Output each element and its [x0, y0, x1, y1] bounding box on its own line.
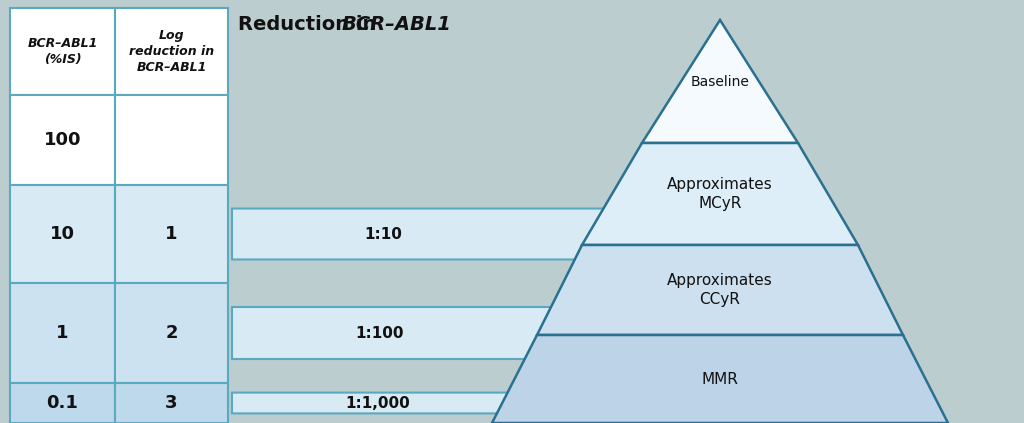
- Text: MMR: MMR: [701, 371, 738, 387]
- Bar: [10, 185, 115, 283]
- Text: Approximates
CCyR: Approximates CCyR: [667, 273, 773, 307]
- Text: 1:10: 1:10: [365, 226, 402, 242]
- Text: Approximates
MCyR: Approximates MCyR: [667, 177, 773, 211]
- Bar: [10, 383, 115, 423]
- Polygon shape: [582, 143, 858, 245]
- Bar: [115, 8, 228, 95]
- Text: BCR–ABL1: BCR–ABL1: [342, 15, 452, 34]
- Text: Log
reduction in
BCR–ABL1: Log reduction in BCR–ABL1: [129, 29, 214, 74]
- Text: 100: 100: [44, 131, 81, 149]
- Text: Baseline: Baseline: [690, 74, 750, 88]
- Text: Reduction in: Reduction in: [238, 15, 383, 34]
- Polygon shape: [232, 307, 601, 359]
- Bar: [115, 383, 228, 423]
- Bar: [10, 8, 115, 95]
- Polygon shape: [492, 335, 948, 423]
- Bar: [115, 283, 228, 383]
- Text: 3: 3: [165, 394, 178, 412]
- Bar: [10, 95, 115, 185]
- Bar: [10, 283, 115, 383]
- Bar: [115, 95, 228, 185]
- Text: BCR–ABL1
(%IS): BCR–ABL1 (%IS): [28, 37, 97, 66]
- Polygon shape: [232, 393, 571, 413]
- Text: 0.1: 0.1: [46, 394, 79, 412]
- Polygon shape: [537, 245, 903, 335]
- Text: 1:100: 1:100: [355, 326, 404, 341]
- Text: 1:1,000: 1:1,000: [345, 396, 410, 410]
- Polygon shape: [232, 209, 626, 259]
- Bar: [115, 185, 228, 283]
- Text: 2: 2: [165, 324, 178, 342]
- Text: 1: 1: [165, 225, 178, 243]
- Polygon shape: [642, 20, 798, 143]
- Text: 1: 1: [56, 324, 69, 342]
- Text: 10: 10: [50, 225, 75, 243]
